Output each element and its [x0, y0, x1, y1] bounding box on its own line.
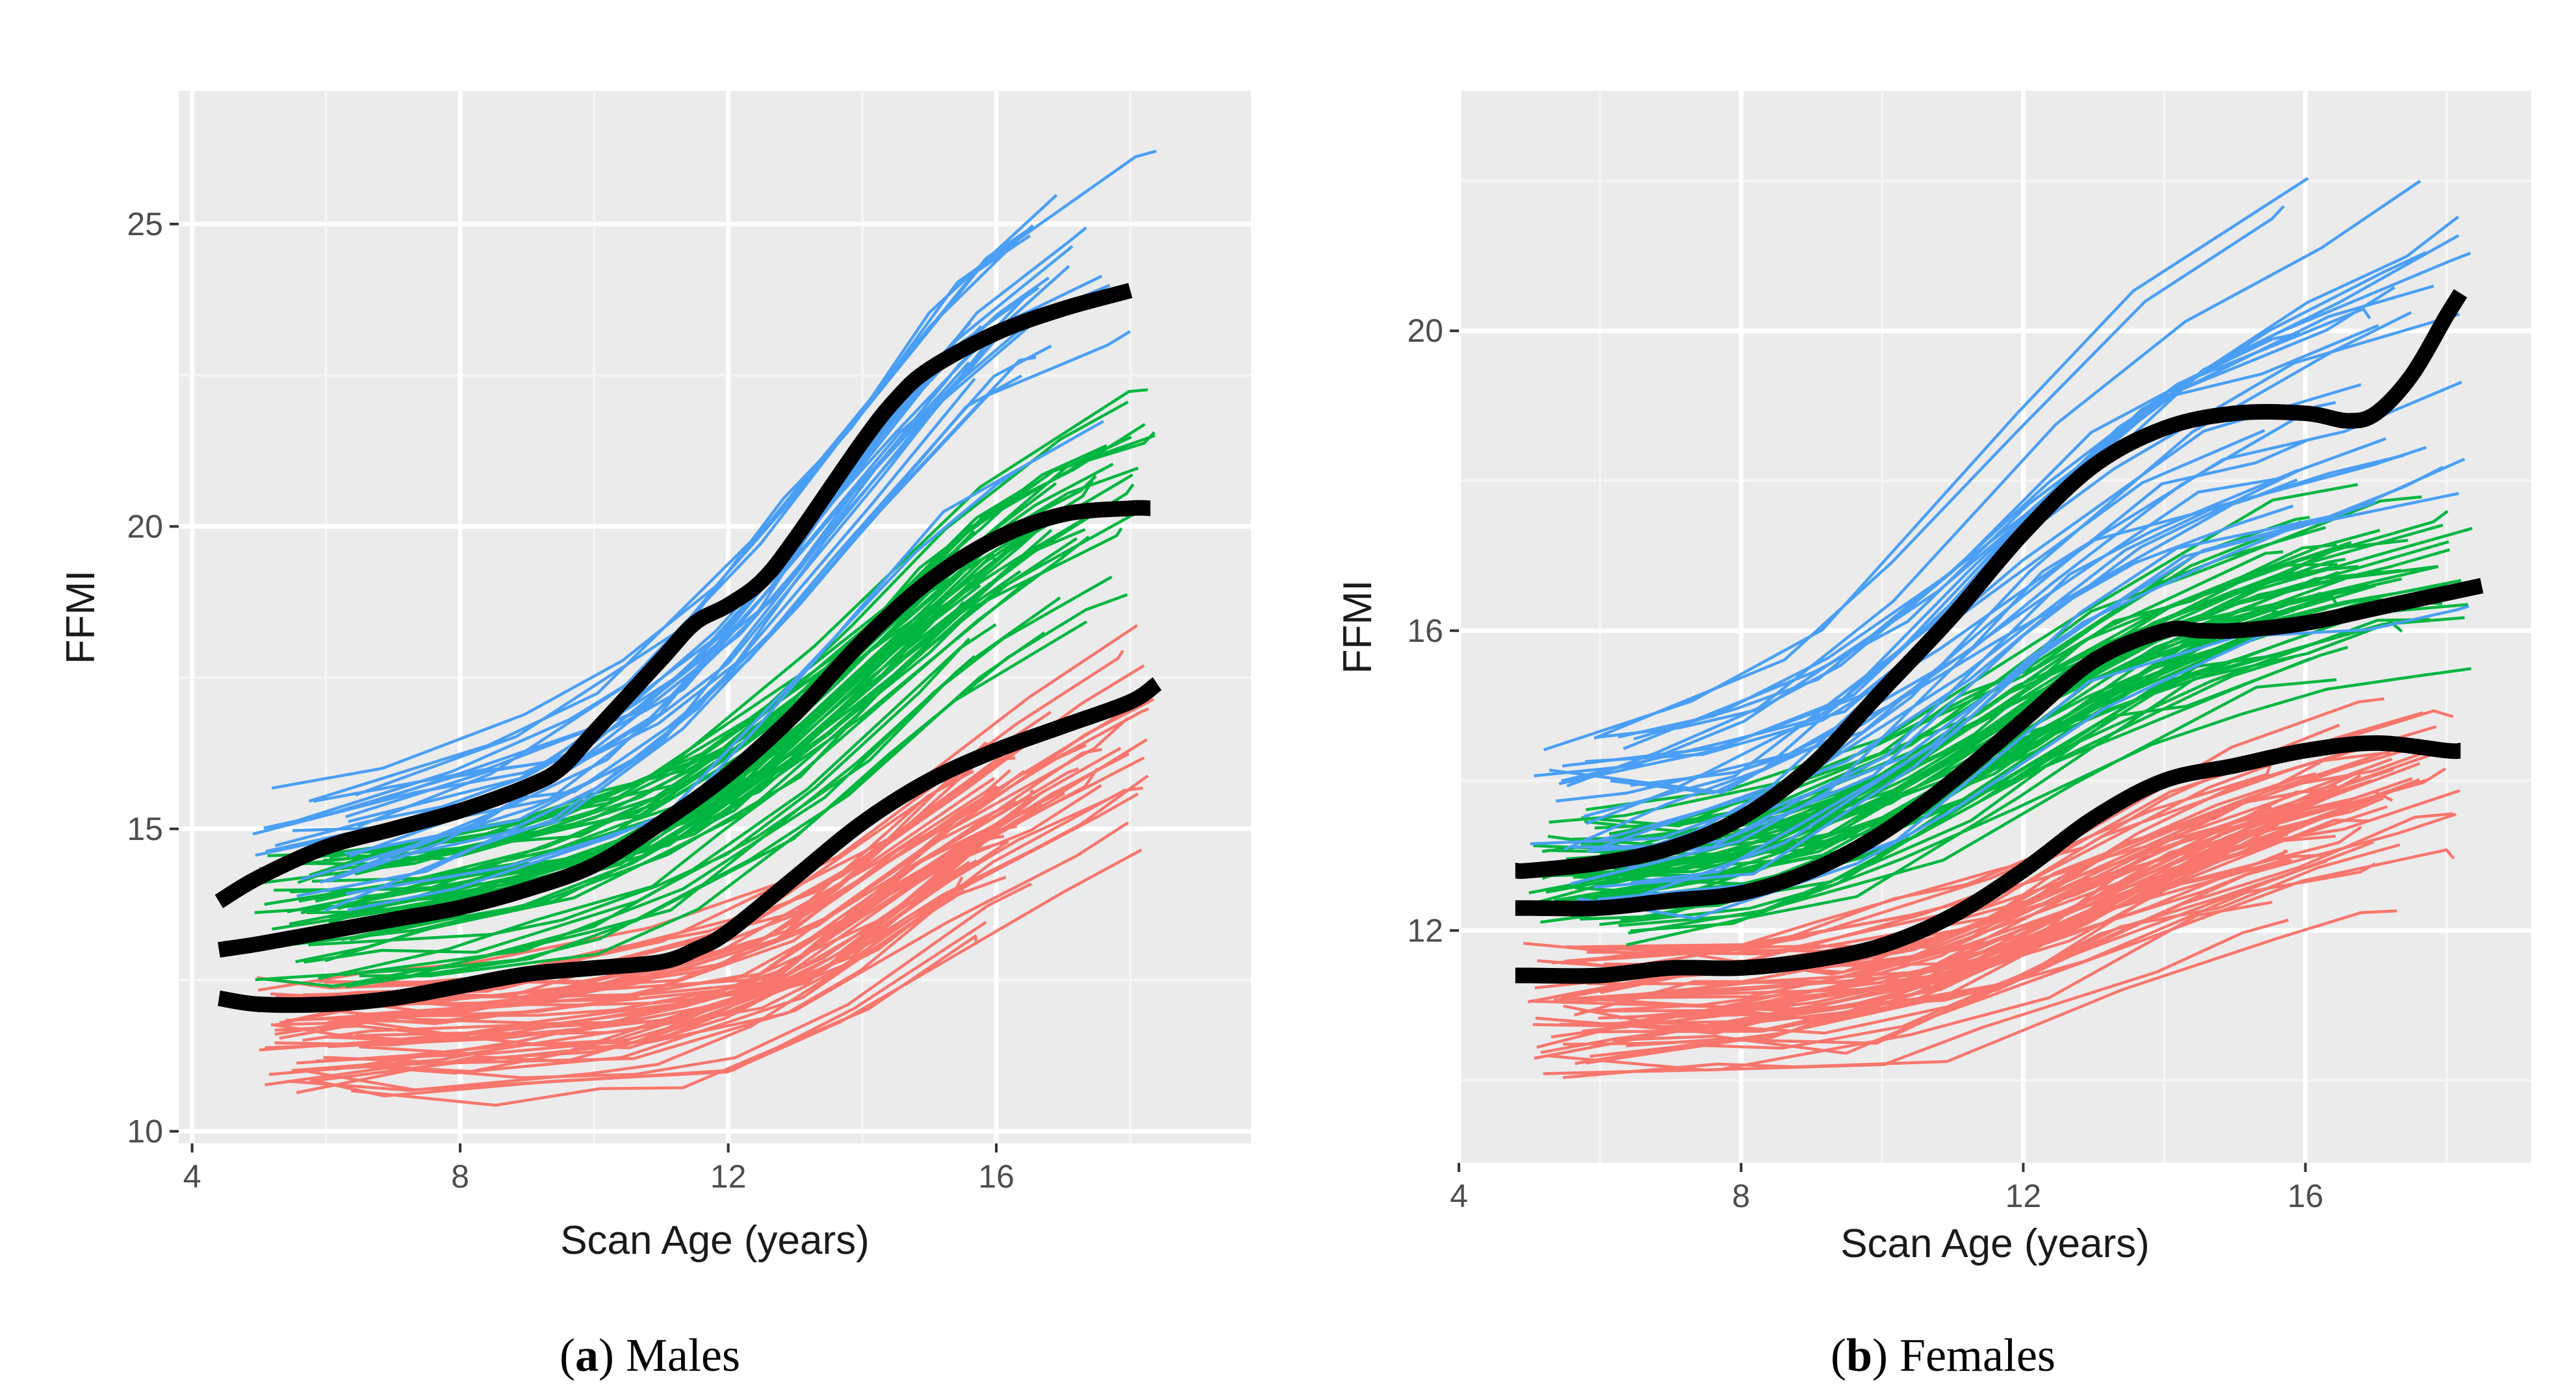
- trajectory-line: [1630, 667, 2472, 933]
- trajectory-line: [1566, 179, 2421, 788]
- trajectory-line: [1530, 446, 2427, 846]
- trajectory-line: [1594, 495, 2422, 830]
- trajectory-line: [261, 423, 1146, 885]
- trajectory-line: [345, 468, 1020, 896]
- y-tick-label: 12: [1407, 912, 1443, 948]
- trajectory-line: [354, 149, 1157, 797]
- axis-ticks: 4 8 12 16 12 16 20: [1407, 312, 2323, 1214]
- trajectory-line: [303, 655, 976, 964]
- x-tick-label: 4: [183, 1158, 201, 1195]
- trajectory-line: [1633, 324, 2379, 741]
- y-tick-label: 15: [127, 811, 163, 847]
- trajectory-line: [276, 799, 1017, 999]
- caption-text: Males: [626, 1329, 740, 1381]
- x-tick-label: 12: [2005, 1178, 2042, 1214]
- y-tick-label: 16: [1407, 613, 1443, 649]
- trajectory-line: [1573, 743, 2371, 1017]
- trajectory-line: [304, 876, 964, 1072]
- trajectory-line: [325, 792, 1066, 1043]
- x-axis-title: Scan Age (years): [560, 1218, 869, 1263]
- trajectory-line: [345, 290, 1032, 819]
- trajectory-line: [357, 229, 1028, 828]
- caption-letter: a: [575, 1329, 599, 1381]
- trajectory-line: [274, 330, 1131, 847]
- trajectory-line: [317, 707, 1150, 986]
- trajectory-line: [1562, 909, 2397, 1079]
- trajectory-line: [1549, 504, 2294, 795]
- caption-letter: b: [1846, 1329, 1872, 1381]
- trajectory-line: [340, 789, 1046, 1025]
- trajectory-line: [343, 575, 1113, 976]
- caption-females: (b) Females: [1831, 1329, 2055, 1381]
- trajectory-line: [338, 756, 1145, 1025]
- trajectory-line: [1547, 565, 2439, 856]
- trajectory-line: [1536, 762, 2421, 1049]
- centile-curve: [218, 500, 1151, 958]
- trajectory-line: [309, 848, 1142, 1098]
- trajectory-line: [359, 620, 1088, 978]
- trajectory-line: [328, 226, 1087, 882]
- x-tick-label: 12: [710, 1158, 747, 1195]
- trajectory-line: [1543, 900, 2273, 1075]
- y-tick-label: 25: [127, 206, 163, 242]
- trajectory-line: [1585, 478, 2298, 763]
- x-tick-label: 4: [1450, 1178, 1468, 1214]
- x-tick-label: 16: [2287, 1178, 2324, 1214]
- trajectory-line: [1543, 177, 2309, 752]
- x-axis-title: Scan Age (years): [1840, 1221, 2150, 1266]
- centile-curve: [1514, 289, 2467, 879]
- panel-females: 4 8 12 16 12 16 20 Scan Age (years) FFMI (b) F…: [1335, 91, 2531, 1381]
- trajectory-line: [1551, 859, 2328, 1039]
- trajectory-line: [309, 224, 1034, 803]
- trajectory-line: [1534, 285, 2434, 778]
- trajectory-line: [1564, 709, 2454, 963]
- trajectory-line: [1610, 477, 2279, 795]
- trajectory-line: [1630, 457, 2466, 900]
- trajectory-line: [1631, 835, 2336, 997]
- y-tick-label: 20: [127, 508, 163, 544]
- panel-males: 4 8 12 16 10 15 20 25 Scan Age (years) FFMI (a)…: [58, 91, 1251, 1381]
- centile-curve: [1515, 735, 2462, 984]
- trajectory-line: [302, 786, 1143, 1042]
- trajectory-line: [309, 496, 1016, 858]
- y-tick-label: 20: [1407, 312, 1443, 349]
- trajectory-line: [1586, 750, 2391, 986]
- trajectory-line: [1611, 509, 2449, 863]
- trajectory-line: [354, 792, 1139, 1075]
- centile-curves: [214, 283, 1162, 1013]
- axis-ticks: 4 8 12 16 10 15 20 25: [127, 206, 1014, 1195]
- centile-curve: [217, 677, 1162, 1013]
- trajectory-line: [1535, 845, 2264, 1035]
- trajectory-line: [343, 507, 1145, 907]
- trajectory-line: [301, 921, 987, 1091]
- centile-curve: [214, 283, 1133, 908]
- x-tick-label: 8: [451, 1158, 469, 1195]
- caption-males: (a) Males: [560, 1329, 740, 1381]
- centile-curves: [1514, 289, 2484, 984]
- centile-curve: [1515, 578, 2484, 917]
- caption-text: Females: [1900, 1329, 2055, 1381]
- trajectory-line: [1572, 492, 2459, 849]
- trajectory-line: [1587, 437, 2386, 853]
- x-tick-label: 16: [978, 1158, 1014, 1195]
- trajectory-line: [359, 840, 1005, 1056]
- trajectory-line: [1630, 438, 2310, 787]
- trajectory-line: [309, 325, 983, 821]
- trajectory-line: [351, 934, 978, 1107]
- trajectory-line: [295, 529, 1053, 963]
- trajectory-line: [1623, 307, 2371, 750]
- trajectory-line: [296, 377, 976, 898]
- trajectory-line: [1599, 618, 2431, 926]
- y-tick-label: 10: [127, 1113, 163, 1149]
- trajectory-line: [1593, 205, 2285, 740]
- y-axis-title: FFMI: [1335, 580, 1380, 674]
- trajectory-line: [1577, 604, 2469, 920]
- trajectory-line: [257, 756, 1016, 989]
- y-axis-title: FFMI: [58, 570, 103, 665]
- x-tick-label: 8: [1732, 1178, 1750, 1214]
